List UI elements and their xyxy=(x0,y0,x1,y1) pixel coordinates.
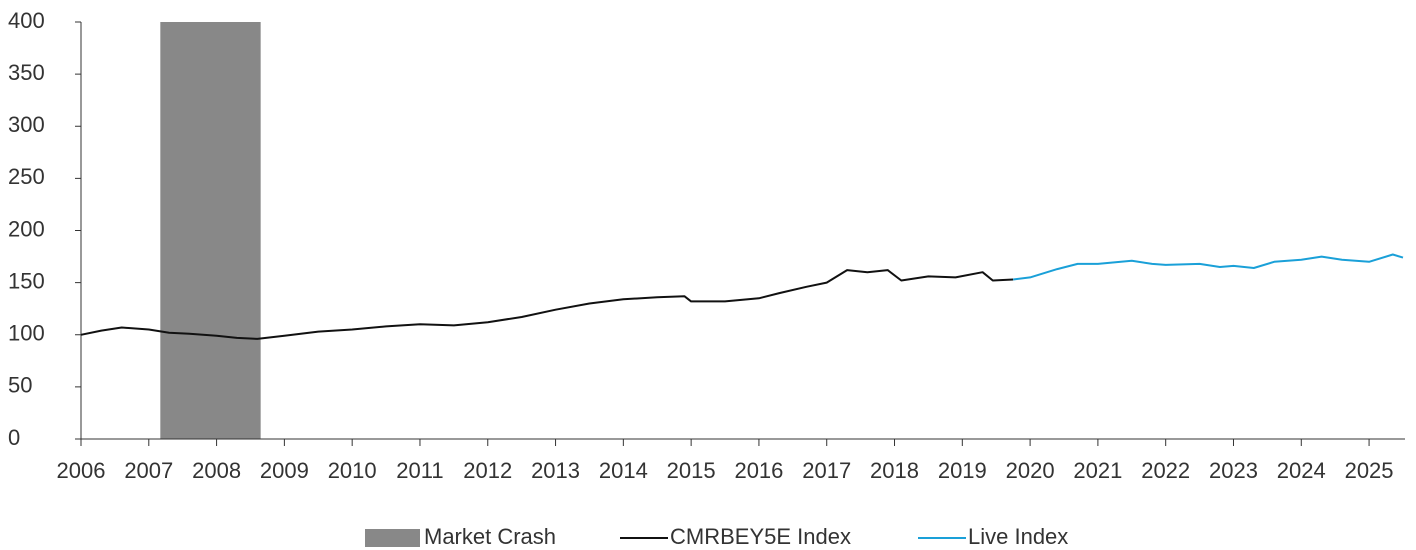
y-tick-label: 250 xyxy=(8,164,45,189)
x-tick-label: 2015 xyxy=(667,458,716,483)
series-line xyxy=(80,269,1014,340)
x-tick-label: 2010 xyxy=(328,458,377,483)
legend-label: CMRBEY5E Index xyxy=(670,524,851,549)
x-tick-label: 2007 xyxy=(124,458,173,483)
legend-label: Live Index xyxy=(968,524,1068,549)
x-tick-label: 2020 xyxy=(1006,458,1055,483)
y-tick-label: 0 xyxy=(8,425,20,450)
x-tick-label: 2014 xyxy=(599,458,648,483)
y-tick-label: 400 xyxy=(8,8,45,33)
y-tick-label: 200 xyxy=(8,216,45,241)
y-tick-label: 350 xyxy=(8,60,45,85)
x-tick-label: 2021 xyxy=(1073,458,1122,483)
x-tick-label: 2008 xyxy=(192,458,241,483)
x-tick-label: 2016 xyxy=(734,458,783,483)
y-tick-label: 300 xyxy=(8,112,45,137)
y-tick-label: 100 xyxy=(8,321,45,346)
x-tick-label: 2023 xyxy=(1209,458,1258,483)
x-tick-label: 2019 xyxy=(938,458,987,483)
x-tick-label: 2017 xyxy=(802,458,851,483)
x-tick-label: 2018 xyxy=(870,458,919,483)
y-tick-label: 50 xyxy=(8,373,32,398)
shaded-region xyxy=(160,22,261,439)
x-tick-label: 2006 xyxy=(57,458,106,483)
x-tick-label: 2025 xyxy=(1345,458,1394,483)
x-tick-label: 2012 xyxy=(463,458,512,483)
series-line xyxy=(1013,253,1404,281)
x-tick-label: 2022 xyxy=(1141,458,1190,483)
y-tick-label: 150 xyxy=(8,268,45,293)
legend-label: Market Crash xyxy=(424,524,556,549)
legend-swatch xyxy=(365,529,420,547)
x-tick-label: 2009 xyxy=(260,458,309,483)
x-tick-label: 2013 xyxy=(531,458,580,483)
x-tick-label: 2011 xyxy=(396,458,443,483)
x-tick-label: 2024 xyxy=(1277,458,1326,483)
